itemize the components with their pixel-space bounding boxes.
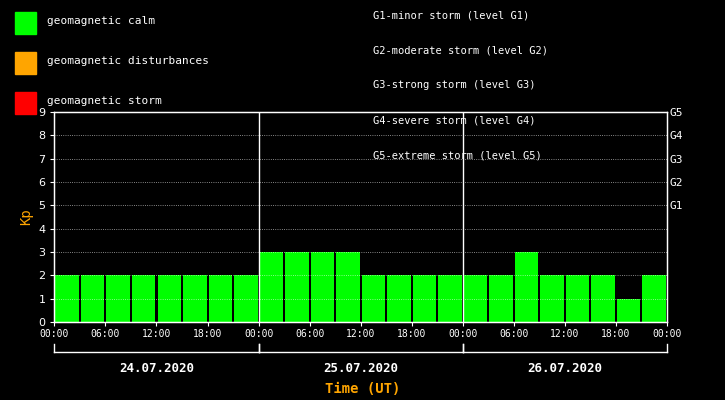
- Bar: [540, 275, 564, 322]
- Bar: [617, 299, 640, 322]
- Text: geomagnetic disturbances: geomagnetic disturbances: [47, 56, 209, 66]
- Text: G5-extreme storm (level G5): G5-extreme storm (level G5): [373, 151, 542, 161]
- Text: 24.07.2020: 24.07.2020: [119, 362, 194, 375]
- Bar: [310, 252, 334, 322]
- Bar: [260, 252, 283, 322]
- Bar: [107, 275, 130, 322]
- Bar: [489, 275, 513, 322]
- Bar: [515, 252, 539, 322]
- Bar: [464, 275, 487, 322]
- Text: Time (UT): Time (UT): [325, 382, 400, 396]
- Text: G3-strong storm (level G3): G3-strong storm (level G3): [373, 80, 536, 90]
- Text: G2-moderate storm (level G2): G2-moderate storm (level G2): [373, 45, 548, 55]
- Text: 25.07.2020: 25.07.2020: [323, 362, 398, 375]
- Text: G1-minor storm (level G1): G1-minor storm (level G1): [373, 10, 530, 20]
- Bar: [81, 275, 104, 322]
- Bar: [566, 275, 589, 322]
- Bar: [132, 275, 155, 322]
- Bar: [234, 275, 257, 322]
- Bar: [285, 252, 309, 322]
- Text: G4-severe storm (level G4): G4-severe storm (level G4): [373, 116, 536, 126]
- Text: 26.07.2020: 26.07.2020: [527, 362, 602, 375]
- Bar: [413, 275, 436, 322]
- Bar: [439, 275, 462, 322]
- Y-axis label: Kp: Kp: [19, 209, 33, 225]
- Bar: [642, 275, 666, 322]
- Bar: [336, 252, 360, 322]
- Bar: [183, 275, 207, 322]
- Bar: [157, 275, 181, 322]
- Bar: [387, 275, 411, 322]
- Bar: [55, 275, 79, 322]
- Text: geomagnetic storm: geomagnetic storm: [47, 96, 162, 106]
- Bar: [362, 275, 385, 322]
- Text: geomagnetic calm: geomagnetic calm: [47, 16, 155, 26]
- Bar: [209, 275, 232, 322]
- Bar: [592, 275, 615, 322]
